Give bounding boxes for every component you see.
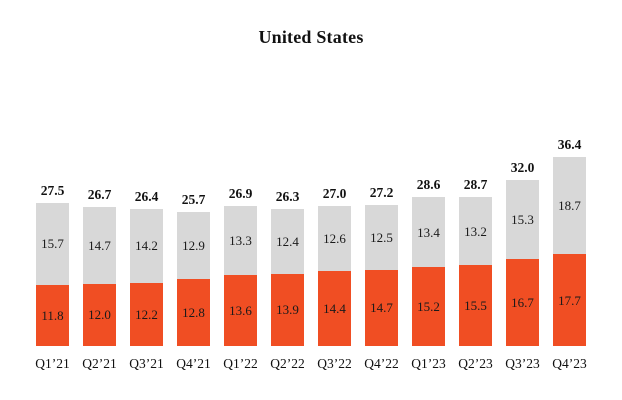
x-axis-label: Q2’22 (270, 356, 305, 371)
bar-group: 27.5 15.7 11.8 Q1’21 (29, 182, 76, 372)
segment-value-label: 12.4 (276, 233, 299, 249)
top-gray-segment: 14.2 (130, 208, 163, 283)
bottom-orange-segment: 15.5 (459, 265, 492, 346)
stacked-bar: 18.7 17.7 (553, 156, 586, 346)
bar-group: 26.9 13.3 13.6 Q1’22 (217, 185, 264, 372)
total-label: 28.6 (416, 177, 441, 193)
top-gray-segment: 14.7 (83, 207, 116, 284)
x-axis-label: Q4’23 (552, 356, 587, 371)
segment-value-label: 15.5 (464, 298, 487, 314)
x-axis-label: Q4’22 (364, 356, 399, 371)
bar-group: 26.4 14.2 12.2 Q3’21 (123, 188, 170, 372)
bar-group: 27.0 12.6 14.4 Q3’22 (311, 185, 358, 372)
stacked-bar: 12.6 14.4 (318, 205, 351, 346)
x-axis-label: Q3’22 (317, 356, 352, 371)
stacked-bar: 15.3 16.7 (506, 179, 539, 346)
segment-value-label: 13.9 (276, 302, 299, 318)
x-axis-label: Q3’23 (505, 356, 540, 371)
segment-value-label: 12.9 (182, 238, 205, 254)
total-label: 28.7 (463, 176, 488, 192)
total-label: 26.4 (134, 188, 159, 204)
bottom-orange-segment: 14.4 (318, 271, 351, 346)
stacked-bar: 14.7 12.0 (83, 207, 116, 346)
segment-value-label: 14.4 (323, 301, 346, 317)
bar-group: 26.7 14.7 12.0 Q2’21 (76, 186, 123, 372)
segment-value-label: 13.4 (417, 224, 440, 240)
total-label: 27.2 (369, 184, 394, 200)
segment-value-label: 12.5 (370, 229, 393, 245)
stacked-bar: 14.2 12.2 (130, 208, 163, 346)
bar-group: 36.4 18.7 17.7 Q4’23 (546, 136, 593, 372)
bottom-orange-segment: 13.9 (271, 273, 304, 346)
stacked-bar: 12.5 14.7 (365, 204, 398, 346)
bottom-orange-segment: 13.6 (224, 275, 257, 346)
segment-value-label: 11.8 (41, 307, 64, 323)
x-axis-label: Q1’21 (35, 356, 70, 371)
total-label: 25.7 (181, 192, 206, 208)
top-gray-segment: 18.7 (553, 156, 586, 254)
total-label: 26.9 (228, 186, 253, 202)
top-gray-segment: 13.2 (459, 196, 492, 266)
segment-value-label: 14.7 (370, 300, 393, 316)
segment-value-label: 17.7 (558, 292, 581, 308)
segment-value-label: 15.2 (417, 299, 440, 314)
bar-group: 26.3 12.4 13.9 Q2’22 (264, 188, 311, 372)
top-gray-segment: 12.6 (318, 205, 351, 272)
stacked-bar: 13.3 13.6 (224, 206, 257, 346)
top-gray-segment: 12.5 (365, 204, 398, 270)
x-axis-label: Q2’23 (458, 356, 493, 371)
stacked-bar: 13.4 15.2 (412, 197, 445, 346)
x-axis-label: Q1’23 (411, 356, 446, 371)
segment-value-label: 12.8 (182, 305, 205, 321)
segment-value-label: 18.7 (558, 197, 581, 213)
bottom-orange-segment: 12.0 (83, 283, 116, 346)
top-gray-segment: 12.4 (271, 209, 304, 274)
x-axis-label: Q1’22 (223, 356, 258, 371)
bottom-orange-segment: 14.7 (365, 269, 398, 346)
total-label: 27.0 (322, 185, 347, 201)
top-gray-segment: 12.9 (177, 212, 210, 280)
stacked-bar: 12.9 12.8 (177, 212, 210, 346)
x-axis-label: Q4’21 (176, 356, 211, 371)
stacked-bar: 12.4 13.9 (271, 209, 304, 346)
top-gray-segment: 15.7 (36, 203, 69, 285)
segment-value-label: 12.0 (88, 307, 111, 323)
bar-group: 27.2 12.5 14.7 Q4’22 (358, 184, 405, 372)
segment-value-label: 14.7 (88, 237, 111, 253)
plot-area: 27.5 15.7 11.8 Q1’21 26.7 14.7 12.0 Q2’21 26.4 14… (0, 48, 622, 372)
segment-value-label: 16.7 (511, 295, 534, 311)
bottom-orange-segment: 17.7 (553, 254, 586, 346)
chart-title: United States (258, 27, 364, 47)
top-gray-segment: 13.4 (412, 197, 445, 267)
top-gray-segment: 15.3 (506, 179, 539, 260)
total-label: 26.7 (87, 187, 112, 203)
total-label: 27.5 (40, 183, 65, 199)
segment-value-label: 13.6 (229, 303, 252, 319)
segment-value-label: 13.3 (229, 233, 252, 249)
x-axis-label: Q3’21 (129, 356, 164, 371)
bottom-orange-segment: 12.2 (130, 282, 163, 346)
segment-value-label: 12.6 (323, 230, 346, 246)
segment-value-label: 14.2 (135, 238, 158, 254)
segment-value-label: 12.2 (135, 306, 158, 322)
top-gray-segment: 13.3 (224, 206, 257, 276)
segment-value-label: 15.7 (41, 236, 64, 252)
x-axis-label: Q2’21 (82, 356, 117, 371)
bottom-orange-segment: 16.7 (506, 259, 539, 346)
segment-value-label: 13.2 (464, 223, 487, 239)
bar-group: 32.0 15.3 16.7 Q3’23 (499, 159, 546, 372)
total-label: 32.0 (510, 159, 535, 175)
segment-value-label: 15.3 (511, 211, 534, 227)
bar-group: 28.6 13.4 15.2 Q1’23 (405, 176, 452, 372)
stacked-bar: 13.2 15.5 (459, 196, 492, 346)
total-label: 36.4 (557, 136, 582, 152)
bar-group: 25.7 12.9 12.8 Q4’21 (170, 191, 217, 372)
bar-group: 28.7 13.2 15.5 Q2’23 (452, 176, 499, 372)
stacked-bar: 15.7 11.8 (36, 203, 69, 346)
bottom-orange-segment: 11.8 (36, 284, 69, 346)
bottom-orange-segment: 15.2 (412, 267, 445, 346)
bottom-orange-segment: 12.8 (177, 279, 210, 346)
total-label: 26.3 (275, 189, 300, 205)
